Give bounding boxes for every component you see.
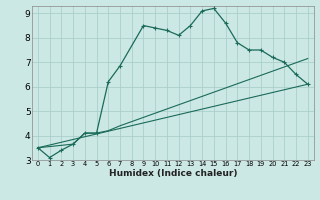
X-axis label: Humidex (Indice chaleur): Humidex (Indice chaleur) xyxy=(108,169,237,178)
